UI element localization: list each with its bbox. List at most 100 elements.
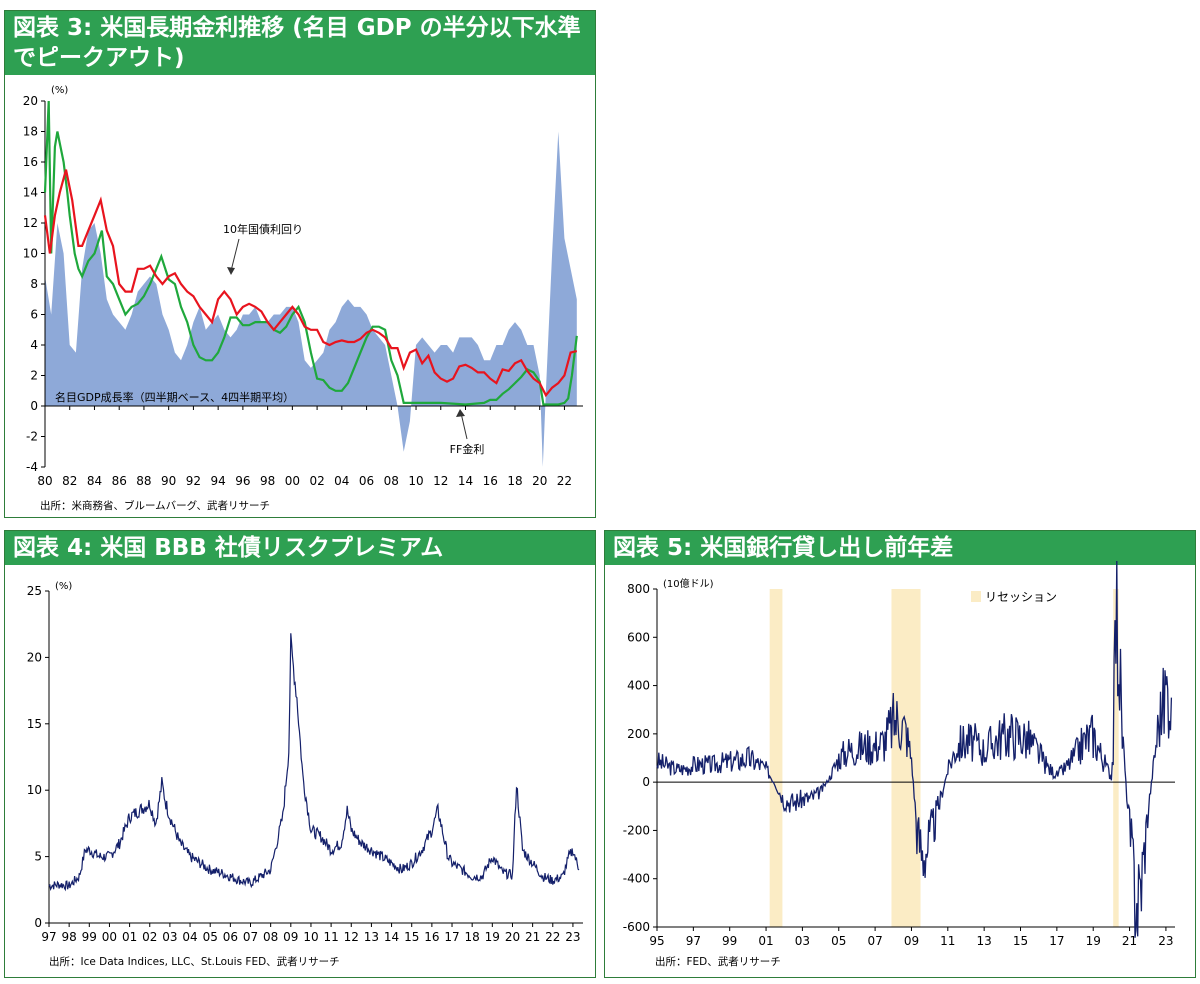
recession-band [1113, 589, 1119, 927]
x-tick-label: 22 [545, 930, 560, 944]
y-tick-label: -2 [26, 430, 38, 444]
y-axis-label: (10億ドル) [663, 577, 714, 590]
y-tick-label: 20 [23, 94, 38, 108]
x-tick-label: 12 [433, 474, 448, 488]
x-tick-label: 15 [1013, 934, 1028, 948]
x-tick-label: 13 [977, 934, 992, 948]
y-tick-label: 6 [30, 308, 38, 322]
x-tick-label: 19 [485, 930, 500, 944]
y-tick-label: 10 [23, 247, 38, 261]
x-tick-label: 00 [102, 930, 117, 944]
fig5-source: 出所：FED、武者リサーチ [655, 956, 781, 968]
y-tick-label: -4 [26, 460, 38, 474]
x-tick-label: 15 [404, 930, 419, 944]
x-tick-label: 01 [758, 934, 773, 948]
y-axis-label: (%) [51, 85, 68, 96]
x-tick-label: 19 [1086, 934, 1101, 948]
fig5-chart: -600 -400 -200 0 200 400 600 800 95 97 99 01 03 05 07 0… [623, 561, 1175, 948]
x-tick-label: 10 [303, 930, 318, 944]
fig3-panel: 図表 3: 米国長期金利推移 (名目 GDP の半分以下水準でピークアウト) -… [4, 10, 596, 518]
x-tick-label: 13 [364, 930, 379, 944]
bbb-spread-line [48, 633, 580, 892]
x-tick-label: 88 [136, 474, 151, 488]
x-tick-label: 98 [260, 474, 275, 488]
y-tick-label: 8 [30, 277, 38, 291]
x-tick-label: 12 [344, 930, 359, 944]
legend-label: リセッション [985, 590, 1057, 604]
y-tick-label: 5 [34, 850, 42, 864]
x-tick-label: 09 [283, 930, 298, 944]
x-tick-label: 17 [1049, 934, 1064, 948]
x-tick-label: 04 [182, 930, 197, 944]
x-tick-label: 20 [532, 474, 547, 488]
x-tick-label: 06 [223, 930, 238, 944]
ff-annotation: FF金利 [450, 442, 485, 456]
y-tick-label: 16 [23, 155, 38, 169]
x-tick-label: 96 [235, 474, 250, 488]
x-tick-label: 07 [243, 930, 258, 944]
x-tick-label: 03 [795, 934, 810, 948]
x-tick-label: 08 [384, 474, 399, 488]
y-tick-label: 20 [27, 650, 42, 664]
bond-yield-line [43, 169, 578, 398]
fig4-panel: 図表 4: 米国 BBB 社債リスクプレミアム 0 5 10 15 20 25 97 98 99… [4, 530, 596, 978]
y-tick-label: 18 [23, 125, 38, 139]
y-tick-label: 15 [27, 717, 42, 731]
x-tick-label: 23 [1158, 934, 1173, 948]
y-tick-label: 800 [627, 582, 650, 596]
x-tick-label: 18 [465, 930, 480, 944]
y-tick-label: 0 [30, 399, 38, 413]
y-tick-label: 12 [23, 216, 38, 230]
y-tick-label: -600 [623, 920, 650, 934]
x-tick-label: 82 [62, 474, 77, 488]
ff-arrow [460, 412, 468, 440]
x-tick-label: 95 [649, 934, 664, 948]
x-tick-label: 07 [867, 934, 882, 948]
x-tick-label: 17 [444, 930, 459, 944]
x-tick-label: 92 [186, 474, 201, 488]
x-tick-label: 94 [211, 474, 226, 488]
x-tick-label: 11 [940, 934, 955, 948]
x-tick-label: 14 [384, 930, 399, 944]
x-tick-label: 97 [686, 934, 701, 948]
bond-annotation: 10年国債利回り [223, 222, 303, 236]
x-tick-label: 08 [263, 930, 278, 944]
y-tick-label: -400 [623, 872, 650, 886]
recession-band [769, 589, 783, 927]
x-tick-label: 21 [1122, 934, 1137, 948]
x-tick-label: 84 [87, 474, 102, 488]
x-tick-label: 05 [831, 934, 846, 948]
x-tick-label: 23 [565, 930, 580, 944]
x-tick-label: 98 [62, 930, 77, 944]
y-tick-label: 14 [23, 186, 38, 200]
y-tick-label: 0 [34, 916, 42, 930]
x-tick-label: 14 [458, 474, 473, 488]
x-tick-label: 01 [122, 930, 137, 944]
y-tick-label: 400 [627, 679, 650, 693]
x-tick-label: 99 [722, 934, 737, 948]
y-tick-label: 0 [642, 775, 650, 789]
fig4-title: 図表 4: 米国 BBB 社債リスクプレミアム [5, 531, 595, 565]
x-tick-label: 97 [41, 930, 56, 944]
x-tick-label: 06 [359, 474, 374, 488]
fig5-panel: 図表 5: 米国銀行貸し出し前年差 -600 -400 -200 0 200 400 600… [604, 530, 1196, 978]
y-tick-label: 4 [30, 338, 38, 352]
x-tick-label: 86 [112, 474, 127, 488]
legend-swatch [971, 591, 981, 602]
recession-band [891, 589, 921, 927]
y-tick-label: 25 [27, 584, 42, 598]
x-tick-label: 99 [82, 930, 97, 944]
y-tick-label: 2 [30, 369, 38, 383]
x-tick-label: 18 [507, 474, 522, 488]
ff-arrowhead [456, 409, 465, 417]
x-tick-label: 21 [525, 930, 540, 944]
bond-arrowhead [227, 267, 235, 275]
x-tick-label: 02 [142, 930, 157, 944]
gdp-annotation: 名目GDP成長率（四半期ベース、4四半期平均） [55, 390, 294, 404]
x-tick-label: 03 [162, 930, 177, 944]
y-tick-label: 200 [627, 727, 650, 741]
bank-lending-line [656, 561, 1173, 938]
fig4-source: 出所：Ice Data Indices, LLC、St.Louis FED、武者… [49, 956, 340, 968]
